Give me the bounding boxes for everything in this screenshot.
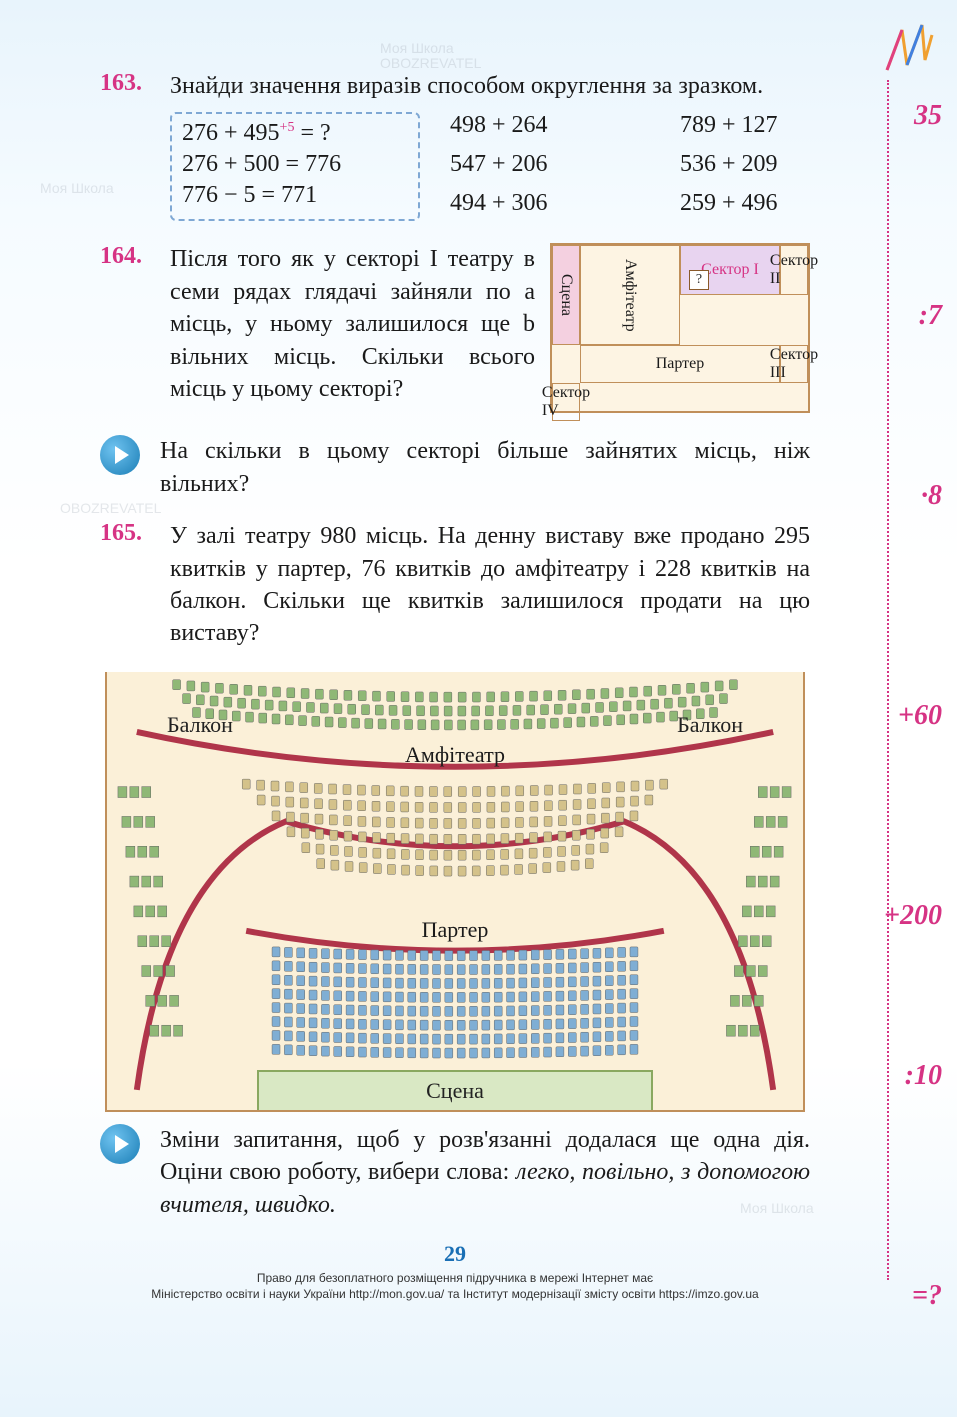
sub-task-text: Зміни запитання, щоб у розв'язанні додал… — [160, 1124, 810, 1221]
amph-label: Амфітеатр — [405, 742, 505, 768]
side-label-4: +60 — [898, 700, 942, 732]
side-label-2: :7 — [919, 300, 942, 332]
task-165-sub: Зміни запитання, щоб у розв'язанні додал… — [100, 1124, 810, 1221]
expr: 536 + 209 — [680, 151, 880, 182]
page-number: 29 — [100, 1241, 810, 1267]
side-label-7: =? — [912, 1280, 942, 1312]
footer-line: Міністерство освіти і науки України http… — [100, 1287, 810, 1303]
stage-label: Сцена — [426, 1078, 484, 1104]
task-164: 164. Після того як у секторі І театру в … — [100, 243, 810, 413]
task-text: Після того як у секторі І театру в семи … — [170, 243, 535, 413]
task-164-sub: На скільки в цьому секторі більше зайнят… — [100, 435, 810, 500]
balcony-label-left: Балкон — [167, 712, 233, 738]
mini-amph: Амфітеатр — [580, 245, 680, 345]
example-box: 276 + 495+5 = ? 276 + 500 = 776 776 − 5 … — [170, 112, 420, 221]
side-label-1: 35 — [914, 100, 942, 132]
expr: 789 + 127 — [680, 112, 880, 143]
parter-label: Партер — [422, 917, 489, 943]
mini-sector4: Сектор IV — [552, 383, 580, 421]
expr: 494 + 306 — [450, 190, 650, 221]
theater-mini-diagram: Сцена Сектор І ? Сектор ІІ Амфітеатр Пар… — [550, 243, 810, 413]
theater-hall-diagram: Балкон Балкон Амфітеатр Партер Сцена — [105, 672, 805, 1112]
question-box: ? — [689, 270, 709, 290]
corner-decoration — [877, 20, 937, 80]
footer: Право для безоплатного розміщення підруч… — [100, 1271, 810, 1302]
expr: 498 + 264 — [450, 112, 650, 143]
play-icon — [100, 1124, 140, 1164]
sub-task-text: На скільки в цьому секторі більше зайнят… — [160, 435, 810, 500]
expr: 547 + 206 — [450, 151, 650, 182]
example-line: 776 − 5 = 771 — [182, 182, 408, 209]
mini-sector3: Сектор ІІІ — [780, 345, 808, 383]
example-line: 276 + 495+5 = ? — [182, 120, 408, 147]
task-text: Знайди значення виразів способом округле… — [170, 70, 880, 102]
task-163: 163. Знайди значення виразів способом ок… — [100, 70, 810, 221]
play-icon — [100, 435, 140, 475]
task-number: 163. — [100, 70, 170, 221]
side-label-6: :10 — [905, 1060, 942, 1092]
example-line: 276 + 500 = 776 — [182, 151, 408, 178]
mini-parter: Партер — [580, 345, 780, 383]
task-number: 165. — [100, 520, 170, 650]
side-label-5: +200 — [884, 900, 942, 932]
side-label-3: ·8 — [921, 480, 942, 512]
task-165: 165. У залі театру 980 місць. На денну в… — [100, 520, 810, 650]
expr: 259 + 496 — [680, 190, 880, 221]
side-margin-rule — [887, 80, 947, 1280]
mini-stage: Сцена — [552, 245, 580, 345]
task-text: У залі театру 980 місць. На денну вистав… — [170, 520, 810, 650]
task-number: 164. — [100, 243, 170, 413]
footer-line: Право для безоплатного розміщення підруч… — [100, 1271, 810, 1287]
mini-sector2: Сектор ІІ — [780, 245, 808, 295]
mini-sector1: Сектор І ? — [680, 245, 780, 295]
balcony-label-right: Балкон — [677, 712, 743, 738]
expression-grid: 276 + 495+5 = ? 276 + 500 = 776 776 − 5 … — [170, 112, 880, 221]
